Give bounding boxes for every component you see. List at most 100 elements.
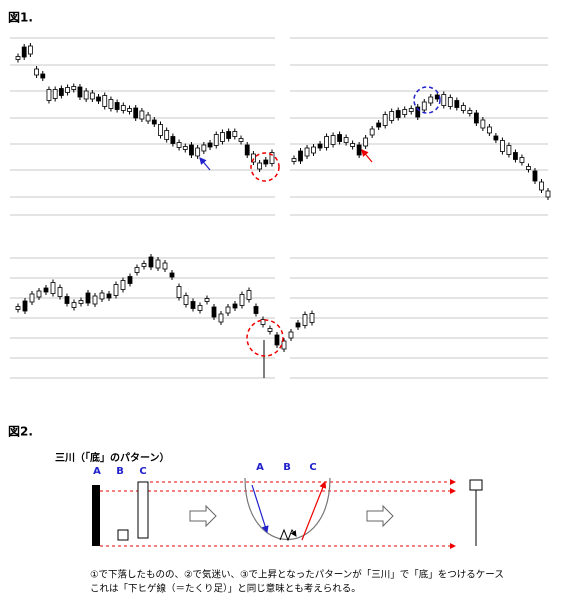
candle (127, 108, 132, 112)
candle (363, 137, 369, 147)
arrow (199, 157, 211, 171)
arrow (301, 480, 327, 541)
candle (83, 90, 89, 100)
candle (269, 152, 275, 164)
curve-label: A (256, 462, 264, 473)
curve-label: C (309, 462, 316, 473)
candle (343, 137, 349, 143)
candle (182, 146, 188, 150)
candle (253, 306, 259, 314)
candle (356, 144, 362, 156)
candle (428, 96, 434, 104)
highlight-circle (250, 152, 280, 182)
candle (137, 481, 149, 539)
candle (408, 108, 414, 112)
candle (415, 106, 421, 118)
candle (46, 89, 52, 101)
candle (65, 87, 70, 93)
candle (21, 46, 27, 58)
candle (473, 112, 479, 124)
candle (220, 132, 225, 142)
candle (183, 295, 189, 305)
candle (120, 280, 126, 290)
candle (402, 109, 408, 115)
candle (232, 303, 238, 309)
candle (164, 130, 170, 140)
candle (324, 136, 329, 148)
candle (298, 150, 303, 162)
candle (207, 142, 213, 148)
candle (288, 331, 294, 339)
candle-label: A (93, 466, 101, 477)
candle (395, 110, 401, 118)
candle (480, 119, 486, 129)
arrow (361, 149, 373, 163)
candle (239, 294, 245, 306)
candle (190, 301, 196, 309)
candle (158, 124, 163, 136)
highlight-circle (246, 319, 284, 357)
candle (155, 259, 161, 269)
zigzag (279, 528, 297, 542)
candle (170, 136, 176, 144)
hollow-arrow (366, 504, 394, 528)
candle (99, 292, 105, 300)
candle (117, 529, 129, 541)
guide-lines (100, 479, 456, 549)
candle (106, 293, 112, 299)
candle (532, 170, 538, 182)
candle (545, 190, 551, 198)
candle-label: C (139, 466, 146, 477)
candle (238, 138, 244, 142)
candle (114, 102, 120, 110)
candle (500, 140, 505, 152)
candle (27, 45, 33, 55)
hollow-arrow (189, 504, 217, 528)
candle (260, 319, 266, 325)
candle (493, 135, 499, 141)
candle (204, 298, 210, 302)
candle (77, 86, 83, 98)
candle (486, 126, 492, 134)
candle (389, 111, 395, 121)
highlight-circle (413, 86, 441, 114)
candle (120, 105, 126, 111)
candle (113, 284, 119, 296)
candle (108, 99, 114, 109)
candle (43, 287, 49, 293)
candle (162, 262, 168, 270)
candle (176, 142, 182, 148)
curve-label: B (283, 462, 291, 473)
candle (232, 131, 238, 137)
candle (382, 114, 388, 126)
candle (244, 144, 250, 156)
candle (50, 282, 56, 294)
candle (134, 267, 140, 273)
candle (92, 485, 100, 546)
candle (267, 328, 273, 332)
candle (350, 143, 356, 147)
candle (96, 96, 101, 102)
candle (291, 158, 297, 162)
candle-label: B (116, 466, 124, 477)
candle (376, 122, 382, 128)
candle (22, 300, 28, 312)
candle (447, 97, 453, 107)
candle (519, 157, 525, 163)
candle (330, 135, 336, 145)
candle (197, 305, 203, 311)
candle (441, 94, 447, 106)
candle (40, 73, 46, 79)
candle (36, 290, 42, 298)
figure-label: 図1. (8, 11, 33, 25)
candle (195, 147, 201, 157)
candle (467, 110, 473, 114)
candle (52, 89, 58, 99)
candle (139, 110, 145, 120)
candle (263, 159, 269, 165)
candle (506, 145, 512, 155)
candle (526, 166, 531, 170)
candle (309, 313, 315, 323)
candle (469, 479, 483, 491)
candle (211, 306, 217, 318)
